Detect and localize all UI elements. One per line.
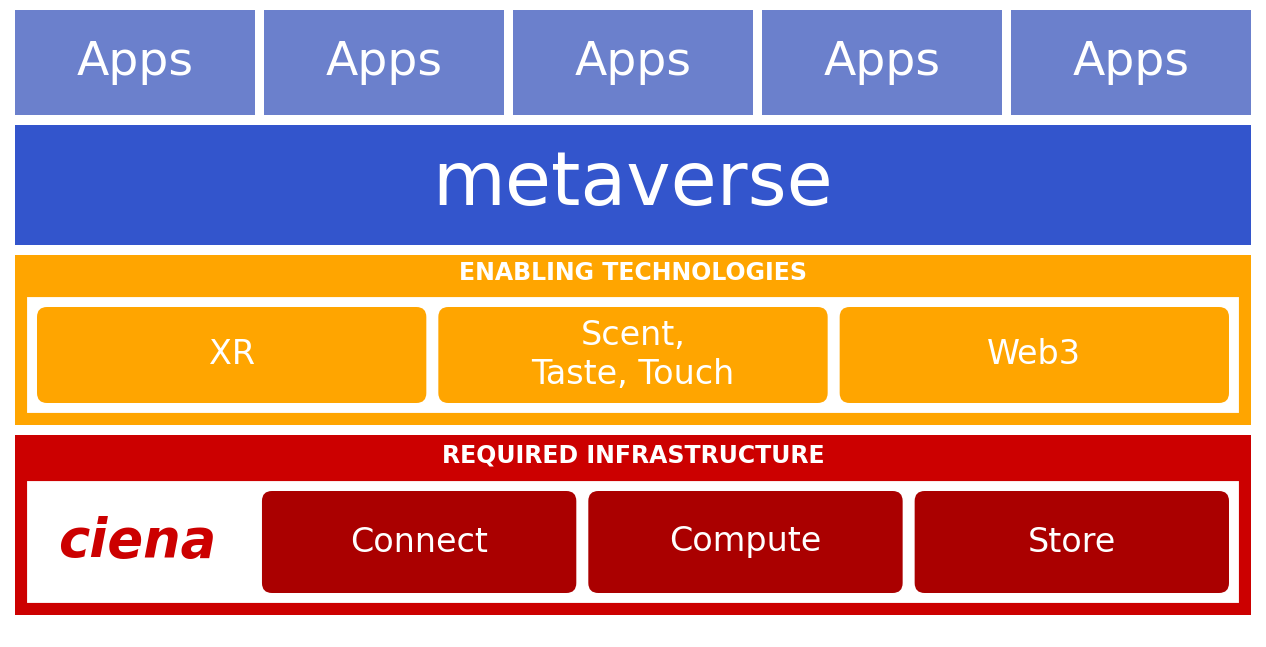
Text: Apps: Apps	[76, 40, 194, 85]
Text: Web3: Web3	[987, 338, 1081, 371]
Text: Apps: Apps	[575, 40, 691, 85]
Text: Scent,
Taste, Touch: Scent, Taste, Touch	[532, 320, 734, 391]
Bar	[25, 295, 1241, 415]
FancyBboxPatch shape	[438, 307, 828, 403]
Text: REQUIRED INFRASTRUCTURE: REQUIRED INFRASTRUCTURE	[442, 443, 824, 467]
Text: Apps: Apps	[823, 40, 941, 85]
Text: Apps: Apps	[1072, 40, 1190, 85]
Text: Connect: Connect	[351, 525, 489, 558]
Bar	[15, 255, 1251, 425]
Bar	[25, 479, 1241, 605]
Bar	[1012, 10, 1251, 115]
Text: XR: XR	[209, 338, 254, 371]
FancyBboxPatch shape	[839, 307, 1229, 403]
Bar	[15, 10, 254, 115]
FancyBboxPatch shape	[262, 491, 576, 593]
Text: ENABLING TECHNOLOGIES: ENABLING TECHNOLOGIES	[460, 261, 806, 285]
Bar	[762, 10, 1001, 115]
Bar	[15, 435, 1251, 615]
Text: ciena: ciena	[58, 516, 216, 568]
FancyBboxPatch shape	[589, 491, 903, 593]
Bar	[15, 125, 1251, 245]
Text: metaverse: metaverse	[433, 149, 833, 221]
Bar	[513, 10, 753, 115]
Bar	[265, 10, 504, 115]
Text: Compute: Compute	[670, 525, 822, 558]
FancyBboxPatch shape	[37, 307, 427, 403]
Text: Store: Store	[1028, 525, 1115, 558]
Text: Apps: Apps	[325, 40, 443, 85]
FancyBboxPatch shape	[914, 491, 1229, 593]
